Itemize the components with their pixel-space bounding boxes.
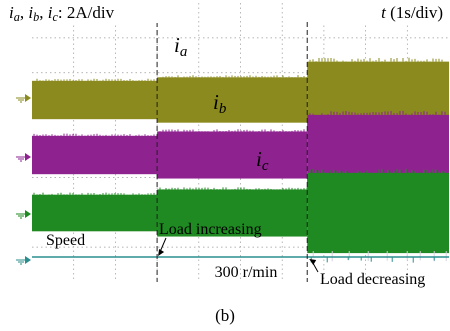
oscilloscope-chart: ia, ib, ic: 2A/div t (1s/div) ia ib ic Speed 3… xyxy=(6,2,449,288)
channel-label-ic: ic xyxy=(256,147,269,174)
speed-label: Speed xyxy=(46,232,85,249)
figure-caption: (b) xyxy=(215,306,235,325)
annotation-arrowhead-increasing xyxy=(158,249,165,256)
ground-marker-ia-arrow xyxy=(25,94,31,102)
ground-marker-ib-arrow xyxy=(25,153,31,161)
series-ib-transition xyxy=(157,131,166,179)
ground-marker-speed xyxy=(16,256,31,265)
ground-marker-ib xyxy=(16,153,31,162)
header-left-bg xyxy=(6,2,174,23)
series-ib-band xyxy=(32,135,158,175)
ground-marker-ic xyxy=(16,210,31,219)
chart-traces xyxy=(32,57,449,263)
annotation-arrowhead-decreasing xyxy=(309,259,317,265)
annotation-load-decreasing: Load decreasing xyxy=(320,271,425,288)
chart-labels: ia, ib, ic: 2A/div t (1s/div) ia ib ic Speed 3… xyxy=(6,2,446,288)
annotation-load-increasing: Load increasing xyxy=(159,221,262,238)
channel-label-ia: ia xyxy=(174,33,187,60)
channel-label-ib: ib xyxy=(213,90,227,117)
ground-marker-speed-arrow xyxy=(25,256,31,264)
series-ic-band xyxy=(32,194,158,232)
event-lines xyxy=(156,22,308,282)
series-ic-transition xyxy=(157,189,166,237)
series-speed xyxy=(32,256,449,263)
ground-markers xyxy=(16,94,31,265)
series-ic-band xyxy=(157,189,308,237)
header-right-timebase: t (1s/div) xyxy=(381,3,443,22)
speed-level-label: 300 r/min xyxy=(215,264,278,281)
header-right-bg xyxy=(308,2,446,23)
series-ia-band xyxy=(157,77,308,123)
series-ia-transition xyxy=(157,77,166,123)
series-ia-band xyxy=(32,80,158,120)
ground-marker-ic-arrow xyxy=(25,210,31,218)
series-ic xyxy=(32,168,449,262)
header-left-scale: ia, ib, ic: 2A/div xyxy=(9,3,115,24)
series-ib-band xyxy=(157,131,308,179)
series-ic-band xyxy=(307,172,449,254)
ground-marker-ia xyxy=(16,94,31,103)
